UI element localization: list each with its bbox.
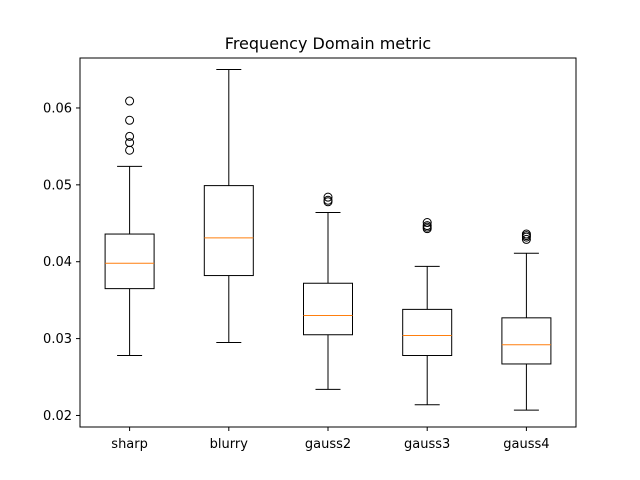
y-tick-label: 0.05: [43, 178, 72, 193]
box-gauss4: [501, 317, 552, 365]
box-gauss3: [402, 308, 453, 357]
y-tick-label: 0.03: [43, 332, 72, 347]
outlier-point: [125, 138, 135, 148]
y-tick-label: 0.04: [43, 255, 72, 270]
box-blurry: [203, 185, 254, 277]
x-tick-label: blurry: [210, 437, 249, 452]
x-tick-label: gauss4: [503, 437, 549, 452]
y-tick-label: 0.02: [43, 409, 72, 424]
outlier-point: [422, 218, 432, 228]
x-tick-label: gauss3: [404, 437, 450, 452]
box-sharp: [104, 233, 155, 290]
outlier-point: [521, 234, 531, 244]
x-tick-label: gauss2: [305, 437, 351, 452]
outlier-point: [125, 145, 135, 155]
outlier-point: [521, 229, 531, 239]
outlier-point: [125, 96, 135, 106]
plot-area: 0.02 0.03 0.04 0.05 0.06 sharp blurry gauss2 gau…: [43, 57, 577, 452]
x-tick-label: sharp: [111, 437, 148, 452]
y-tick-label: 0.06: [43, 101, 72, 116]
outlier-point: [125, 131, 135, 141]
outlier-point: [323, 192, 333, 202]
box-gauss2: [303, 282, 353, 336]
outlier-point: [422, 221, 432, 231]
chart-title: Frequency Domain metric: [225, 34, 431, 53]
outlier-point: [323, 195, 333, 205]
outlier-point: [125, 115, 135, 125]
